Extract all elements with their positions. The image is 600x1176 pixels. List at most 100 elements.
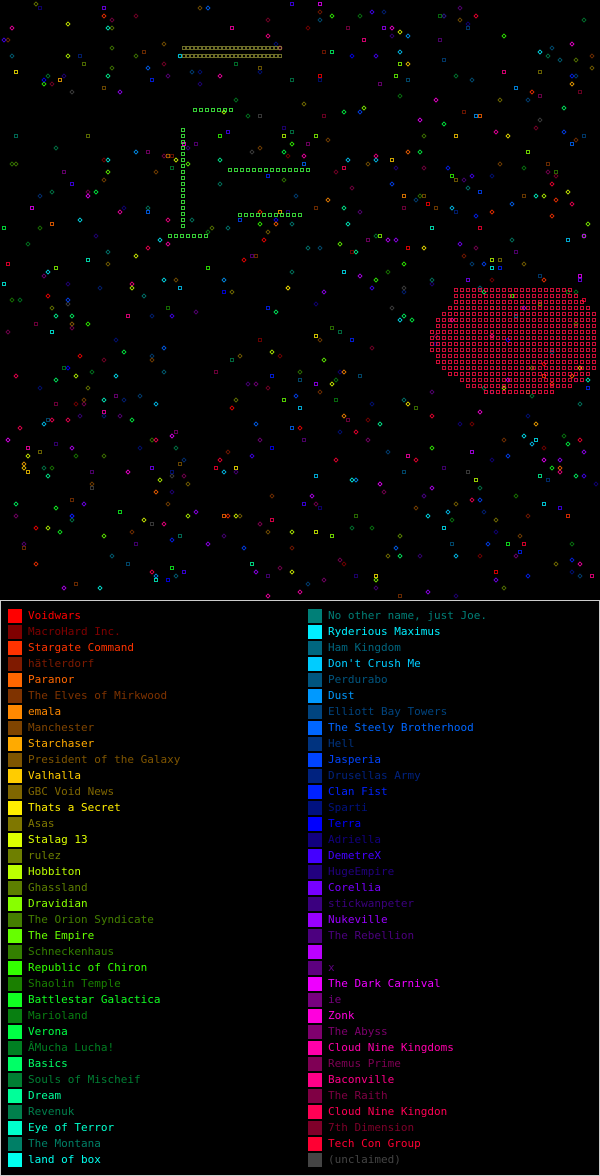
map-marker xyxy=(357,109,363,115)
map-marker xyxy=(585,377,591,383)
map-marker xyxy=(460,294,464,298)
map-marker xyxy=(265,33,271,39)
map-marker xyxy=(478,114,482,118)
map-marker xyxy=(313,501,319,507)
map-marker xyxy=(257,521,263,527)
map-marker xyxy=(569,569,575,575)
map-marker xyxy=(496,360,500,364)
map-marker xyxy=(365,437,371,443)
map-marker xyxy=(484,366,488,370)
map-marker xyxy=(205,229,211,235)
map-marker xyxy=(285,153,291,159)
map-marker xyxy=(258,338,262,342)
map-marker xyxy=(533,125,539,131)
map-marker xyxy=(473,13,479,19)
map-marker xyxy=(538,294,542,298)
map-marker xyxy=(101,177,107,183)
map-marker xyxy=(508,384,512,388)
map-marker xyxy=(562,372,566,376)
map-marker xyxy=(502,372,506,376)
map-marker xyxy=(149,357,155,363)
legend-label: x xyxy=(328,961,335,974)
map-marker xyxy=(549,213,555,219)
map-marker xyxy=(69,321,75,327)
map-marker xyxy=(442,342,446,346)
map-marker xyxy=(105,169,111,175)
map-marker xyxy=(514,250,518,254)
map-marker xyxy=(532,378,536,382)
map-marker xyxy=(496,318,500,322)
map-marker xyxy=(137,445,143,451)
map-marker xyxy=(538,384,542,388)
map-marker xyxy=(436,360,440,364)
map-marker xyxy=(538,354,542,358)
map-marker xyxy=(460,342,464,346)
map-marker xyxy=(472,294,476,298)
legend-label: Dravidian xyxy=(28,897,88,910)
map-marker xyxy=(77,353,83,359)
map-marker xyxy=(472,312,476,316)
map-marker xyxy=(586,386,590,390)
map-marker xyxy=(526,150,530,154)
map-marker xyxy=(454,366,458,370)
map-marker xyxy=(141,517,147,523)
map-marker xyxy=(33,525,39,531)
map-marker xyxy=(574,330,578,334)
map-marker xyxy=(397,533,403,539)
map-marker xyxy=(280,213,284,217)
map-marker xyxy=(526,378,530,382)
map-marker xyxy=(581,473,587,479)
map-marker xyxy=(484,288,488,292)
map-marker xyxy=(526,390,530,394)
map-marker xyxy=(121,349,127,355)
map-marker xyxy=(206,54,210,58)
map-marker xyxy=(161,277,167,283)
map-marker xyxy=(574,336,578,340)
map-marker xyxy=(129,281,135,287)
map-marker xyxy=(544,330,548,334)
legend-label: Republic of Chiron xyxy=(28,961,148,974)
map-marker xyxy=(484,318,488,322)
legend-swatch xyxy=(308,689,322,703)
map-marker xyxy=(117,209,123,215)
map-marker xyxy=(238,218,242,222)
map-marker xyxy=(54,266,58,270)
map-marker xyxy=(69,321,75,327)
map-marker xyxy=(17,297,23,303)
map-marker xyxy=(262,46,266,50)
map-marker xyxy=(556,294,560,298)
map-marker xyxy=(282,134,286,138)
map-marker xyxy=(417,149,423,155)
legend-label: The Elves of Mirkwood xyxy=(28,689,168,702)
map-marker xyxy=(466,378,470,382)
map-marker xyxy=(538,300,542,304)
map-marker xyxy=(157,237,163,243)
map-marker xyxy=(494,570,498,574)
map-marker xyxy=(189,217,195,223)
map-marker xyxy=(170,566,174,570)
map-marker xyxy=(113,337,119,343)
map-marker xyxy=(401,285,407,291)
map-marker xyxy=(518,550,522,554)
map-marker xyxy=(466,288,470,292)
map-marker xyxy=(65,281,71,287)
map-marker xyxy=(185,481,191,487)
map-marker xyxy=(436,354,440,358)
map-marker xyxy=(257,69,263,75)
map-marker xyxy=(357,13,363,19)
map-marker xyxy=(550,354,554,358)
map-marker xyxy=(297,589,303,595)
legend-swatch xyxy=(8,833,22,847)
map-marker xyxy=(510,294,514,298)
map-marker xyxy=(544,378,548,382)
map-marker xyxy=(460,324,464,328)
map-marker xyxy=(460,288,464,292)
map-marker xyxy=(282,168,286,172)
map-marker xyxy=(484,312,488,316)
map-marker xyxy=(234,62,238,66)
map-marker xyxy=(561,105,567,111)
map-marker xyxy=(478,354,482,358)
map-marker xyxy=(50,330,54,334)
map-marker xyxy=(246,46,250,50)
map-marker xyxy=(241,545,247,551)
